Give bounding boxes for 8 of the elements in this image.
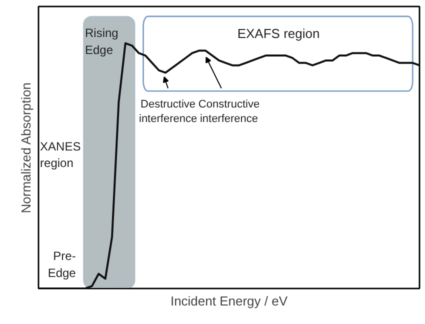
- annotation: Constructive interference: [198, 98, 260, 125]
- annotation: Destructive interference: [138, 98, 198, 125]
- text: EXAFS region: [237, 26, 320, 42]
- x-axis-title: Incident Energy / eV: [170, 294, 288, 308]
- annotation: Rising Edge: [84, 26, 118, 58]
- annotation: XANES region: [40, 139, 81, 170]
- annotation: Pre-Edge: [48, 249, 76, 280]
- y-axis-title: Normalized Absorption: [18, 82, 34, 214]
